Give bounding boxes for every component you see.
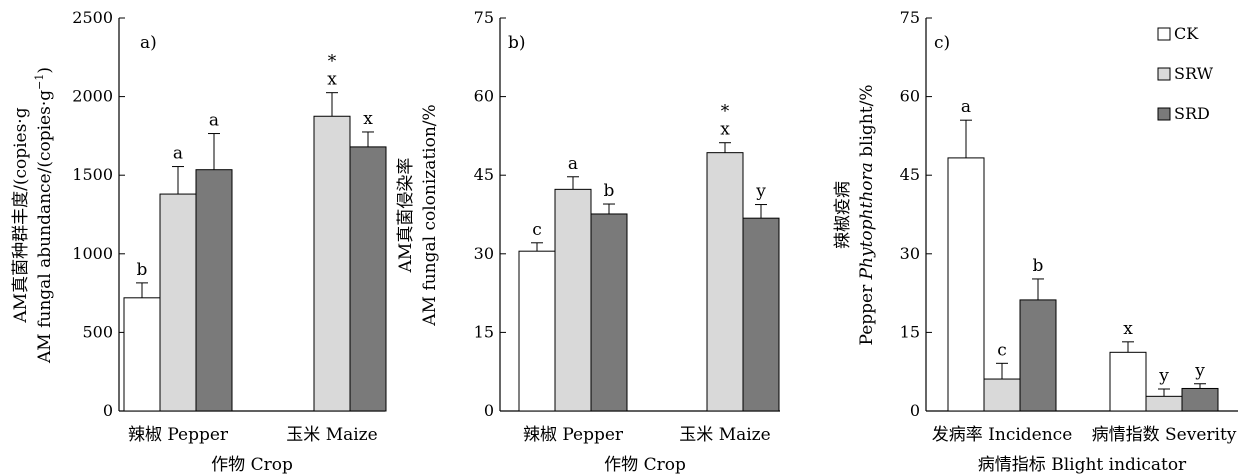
y-axis-title-en: AM fungal abundance/(copies·g−1) — [33, 67, 55, 364]
significance-letter: x — [1123, 319, 1133, 339]
significance-letter: c — [997, 340, 1007, 360]
x-tick-label: 玉米 Maize — [286, 425, 377, 445]
significance-letter: y — [755, 182, 766, 202]
legend: CK SRW SRD — [1157, 24, 1214, 123]
bar-srw — [983, 378, 1021, 412]
y-tick-label: 1500 — [72, 165, 113, 184]
bar-srw — [313, 115, 351, 412]
x-tick-label: 病情指数 Severity — [1092, 425, 1237, 445]
y-tick-label: 60 — [900, 87, 920, 106]
significance-letter: b — [137, 260, 148, 280]
bar-srw — [159, 193, 197, 412]
y-tick-label: 1000 — [72, 244, 113, 263]
y-axis-title-cn: AM真菌种群丰度/(copies·g — [11, 107, 31, 323]
significance-letter: a — [961, 97, 971, 117]
y-axis-title-en: Pepper Phytophthora blight/% — [857, 85, 877, 346]
panel-a: a) AM真菌种群丰度/(copies·g AM fungal abundanc… — [11, 8, 387, 475]
significance-letter: c — [532, 220, 542, 240]
x-axis-title: 病情指标 Blight indicator — [978, 455, 1187, 475]
bar-srd — [349, 146, 387, 412]
y-tick-label: 45 — [900, 165, 920, 184]
y-tick-label: 75 — [900, 8, 920, 27]
bar-srw — [1145, 395, 1183, 412]
legend-swatch-srd — [1157, 107, 1171, 121]
y-tick-label: 45 — [474, 165, 494, 184]
x-axis-title: 作物 Crop — [211, 455, 293, 475]
y-tick-label: 2500 — [72, 8, 113, 27]
bar-ck — [123, 297, 161, 412]
y-tick-label: 0 — [910, 401, 920, 420]
y-tick-label: 0 — [103, 401, 113, 420]
significance-letter: y — [1158, 366, 1169, 386]
x-tick-label: 玉米 Maize — [679, 425, 770, 445]
significance-star: * — [328, 52, 337, 72]
y-tick-label: 2000 — [72, 87, 113, 106]
y-axis-title-en-post: blight/% — [857, 85, 877, 163]
y-tick-label: 30 — [900, 244, 920, 263]
panel-label: c) — [934, 33, 950, 53]
x-tick-label: 辣椒 Pepper — [128, 425, 229, 445]
y-tick-label: 60 — [474, 87, 494, 106]
x-axis-title: 作物 Crop — [604, 455, 686, 475]
y-axis-title-en: AM fungal colonization/% — [420, 104, 440, 326]
y-axis-title-en-pre: Pepper — [857, 279, 877, 345]
legend-label-ck: CK — [1174, 24, 1199, 43]
bar-srd — [1019, 299, 1057, 412]
legend-swatch-ck — [1157, 27, 1171, 41]
bar-srd — [195, 169, 233, 412]
y-tick-label: 75 — [474, 8, 494, 27]
y-axis-title-cn: 辣椒疫病 — [833, 181, 853, 249]
significance-letter: x — [720, 120, 730, 140]
significance-letter: x — [363, 109, 373, 129]
significance-letter: x — [327, 70, 337, 90]
bar-ck — [947, 157, 985, 412]
y-tick-label: 0 — [484, 401, 494, 420]
bar-srd — [1181, 387, 1219, 412]
x-tick-label: 发病率 Incidence — [932, 425, 1073, 445]
panel-b: b) AM真菌侵染率 AM fungal colonization/% 作物 C… — [396, 8, 780, 475]
y-axis-title-en-sup: −1 — [33, 74, 46, 90]
y-axis-title-en-close: ) — [35, 67, 55, 74]
bar-srw — [554, 188, 592, 412]
y-tick-label: 15 — [474, 322, 494, 341]
panel-label: a) — [140, 33, 157, 53]
x-tick-label: 辣椒 Pepper — [523, 425, 624, 445]
legend-label-srw: SRW — [1174, 64, 1214, 83]
bar-srw — [706, 152, 744, 412]
significance-letter: y — [1194, 361, 1205, 381]
panel-c: c) 辣椒疫病 Pepper Phytophthora blight/% 病情指… — [833, 8, 1238, 475]
legend-label-srd: SRD — [1174, 104, 1210, 123]
significance-star: * — [721, 102, 730, 122]
y-axis-title-en-italic: Phytophthora — [857, 162, 877, 280]
bar-ck — [1109, 351, 1147, 412]
y-axis-title-en-main: AM fungal abundance/(copies·g — [35, 90, 55, 364]
significance-letter: a — [173, 144, 183, 164]
y-axis-title-cn: AM真菌侵染率 — [396, 158, 416, 274]
significance-letter: a — [209, 111, 219, 131]
legend-swatch-srw — [1157, 67, 1171, 81]
panel-label: b) — [508, 33, 526, 53]
y-tick-label: 500 — [82, 322, 113, 341]
y-tick-label: 15 — [900, 322, 920, 341]
significance-letter: a — [568, 154, 578, 174]
y-tick-label: 30 — [474, 244, 494, 263]
significance-letter: b — [1033, 256, 1044, 276]
bar-srd — [742, 217, 780, 412]
bar-srd — [590, 213, 628, 412]
significance-letter: b — [604, 181, 615, 201]
bar-ck — [518, 250, 556, 412]
